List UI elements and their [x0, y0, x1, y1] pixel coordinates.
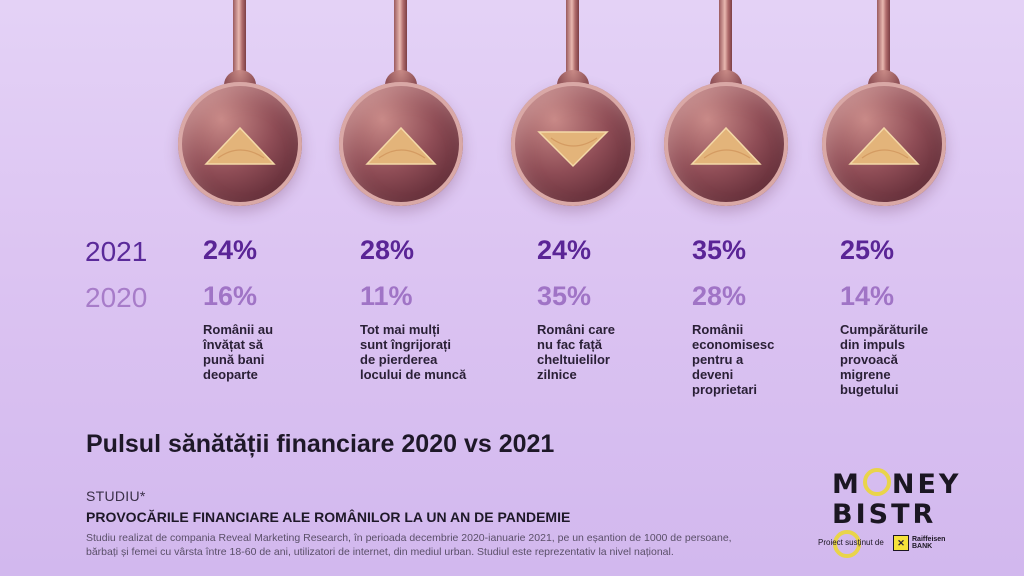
spoon-handle — [394, 0, 407, 80]
pct-2021: 28% — [360, 235, 415, 265]
pct-2021: 35% — [692, 235, 747, 265]
trend-up-triangle-icon — [690, 126, 762, 165]
logo-letters-ney: NEY — [891, 469, 962, 500]
logo-o-ring-icon — [862, 468, 891, 496]
page-title: Pulsul sănătății financiare 2020 vs 2021 — [86, 430, 555, 458]
stat-description: Cumpărăturile din impuls provoacă migren… — [840, 322, 929, 397]
raiffeisen-gable-icon: ✕ — [893, 535, 909, 551]
logo-letters-bistr: BISTR — [832, 499, 937, 530]
spoon-5 — [822, 0, 946, 206]
stat-column-3: 24% 35% Români care nu fac față cheltuieli… — [537, 234, 687, 382]
pct-2021: 25% — [840, 235, 895, 265]
supported-by-text: Proiect susținut de — [818, 538, 884, 547]
pct-2021: 24% — [203, 235, 258, 265]
stat-column-5: 25% 14% Cumpărăturile din impuls provoacă … — [840, 234, 990, 397]
trend-up-triangle-icon — [848, 126, 920, 165]
spoon-2 — [339, 0, 463, 206]
year-label-2021: 2021 — [85, 236, 148, 267]
spoon-handle — [566, 0, 579, 80]
spoon-3 — [511, 0, 635, 206]
bank-name: Raiffeisen BANK — [912, 536, 946, 550]
logo-o-ring-icon-2 — [833, 530, 861, 558]
year-label-2020: 2020 — [85, 282, 148, 313]
trend-up-triangle-icon — [365, 126, 437, 165]
stat-description: Tot mai mulți sunt îngrijorați de pierde… — [360, 322, 467, 382]
spoon-bowl — [511, 82, 635, 206]
spoon-handle — [877, 0, 890, 80]
logo-letters-m: M — [832, 469, 862, 500]
spoon-bowl — [822, 82, 946, 206]
logo-line-1: M NEY — [832, 468, 962, 500]
stat-column-4: 35% 28% Românii economisesc pentru a deven… — [692, 234, 842, 397]
money-bistro-logo: M NEY BISTR — [832, 468, 962, 562]
pct-2020: 28% — [692, 281, 747, 311]
study-footnote: Studiu realizat de compania Reveal Marke… — [86, 532, 732, 558]
stat-description: Românii economisesc pentru a deveni prop… — [692, 322, 775, 397]
spoon-bowl — [664, 82, 788, 206]
pct-2020: 35% — [537, 281, 592, 311]
spoon-1 — [178, 0, 302, 206]
pct-2020: 14% — [840, 281, 895, 311]
spoon-handle — [233, 0, 246, 80]
study-label: STUDIU* — [86, 488, 146, 504]
stat-column-1: 24% 16% Românii au învățat să pună bani de… — [203, 234, 353, 382]
raiffeisen-bank-logo: ✕ Raiffeisen BANK — [893, 535, 945, 551]
study-name: PROVOCĂRILE FINANCIARE ALE ROMÂNILOR LA … — [86, 509, 571, 525]
trend-down-triangle-icon — [537, 131, 609, 168]
pct-2020: 11% — [360, 281, 413, 311]
spoon-bowl — [178, 82, 302, 206]
logo-line-2: BISTR — [832, 500, 962, 562]
spoon-bowl — [339, 82, 463, 206]
pct-2021: 24% — [537, 235, 592, 265]
pct-2020: 16% — [203, 281, 258, 311]
stat-description: Români care nu fac față cheltuielilor zi… — [537, 322, 616, 382]
spoon-4 — [664, 0, 788, 206]
stat-column-2: 28% 11% Tot mai mulți sunt îngrijorați de … — [360, 234, 510, 382]
spoon-handle — [719, 0, 732, 80]
stat-description: Românii au învățat să pună bani deoparte — [203, 322, 274, 382]
trend-up-triangle-icon — [204, 126, 276, 165]
